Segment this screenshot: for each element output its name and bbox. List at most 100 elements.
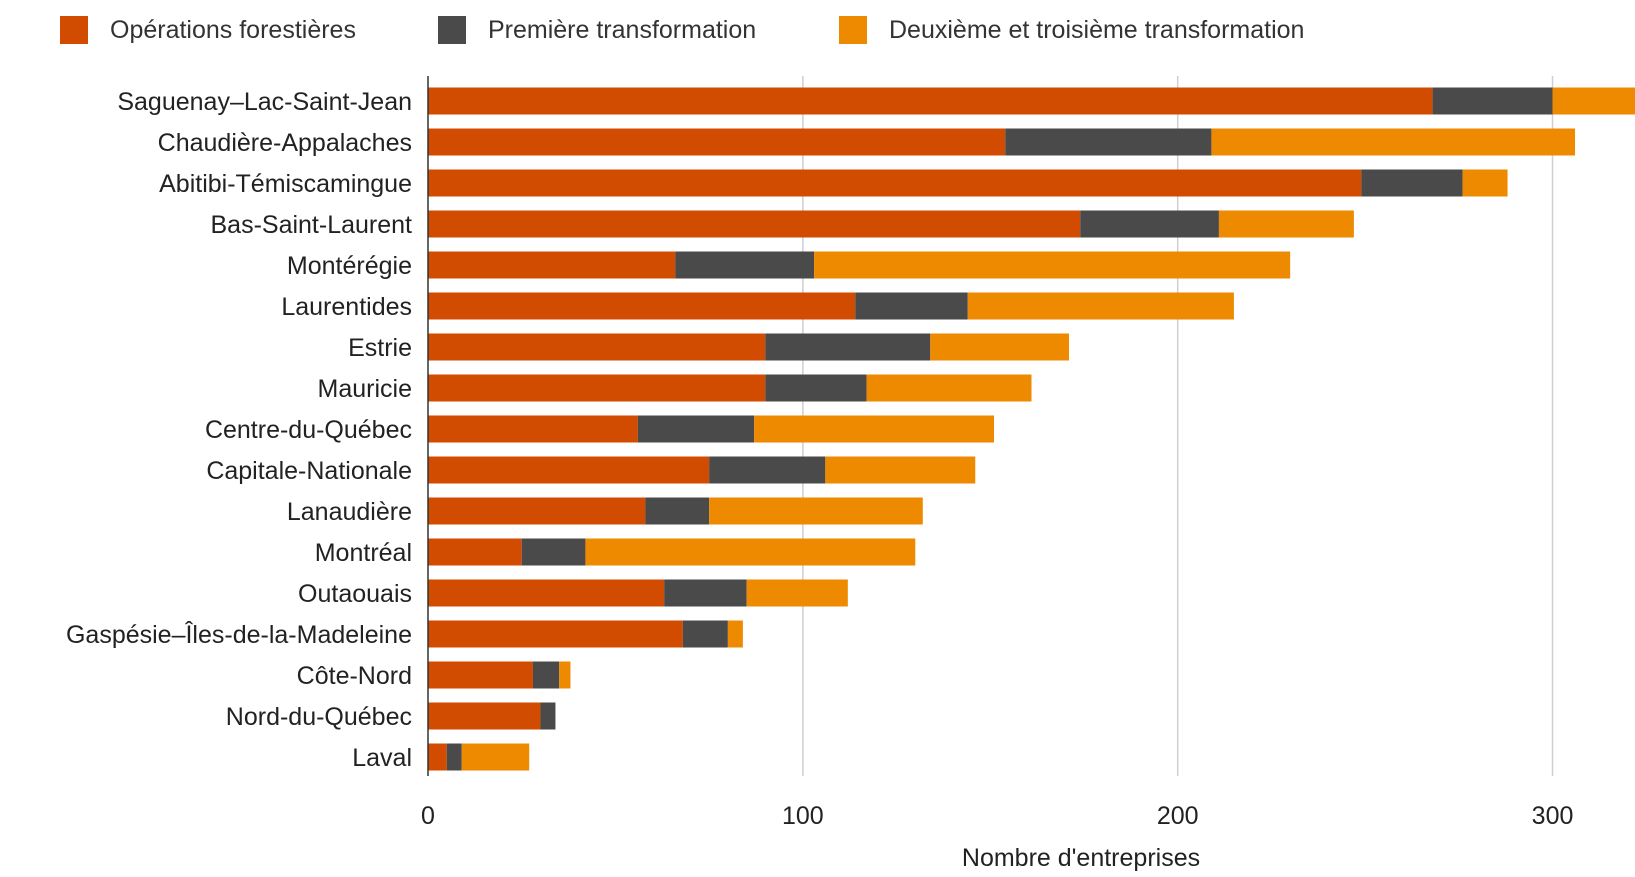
bar-group-gaspesie-iles-de-la-madeleine [428, 620, 743, 648]
bar-lanaudiere-premiere-transformation [645, 497, 710, 525]
y-tick-label-nord-du-quebec: Nord-du-Québec [226, 703, 412, 731]
bar-capitale-nationale-premiere-transformation [709, 456, 826, 484]
bar-cote-nord-premiere-transformation [532, 661, 560, 689]
y-tick-label-laval: Laval [352, 744, 412, 772]
bar-saguenay-lac-saint-jean-deuxieme-et-troisieme-transformation [1552, 87, 1635, 115]
bar-montreal-operations-forestieres [428, 538, 522, 566]
bar-nord-du-quebec-premiere-transformation [540, 702, 556, 730]
y-tick-label-laurentides: Laurentides [281, 293, 412, 321]
bar-montreal-deuxieme-et-troisieme-transformation [585, 538, 916, 566]
bar-mauricie-operations-forestieres [428, 374, 766, 402]
bar-mauricie-premiere-transformation [765, 374, 867, 402]
bar-chaudiere-appalaches-deuxieme-et-troisieme-transformation [1211, 128, 1576, 156]
bar-montreal-premiere-transformation [521, 538, 586, 566]
y-tick-label-monteregie: Montérégie [287, 252, 412, 280]
x-axis-title: Nombre d'entreprises [962, 844, 1200, 872]
bar-nord-du-quebec-operations-forestieres [428, 702, 541, 730]
bar-estrie-deuxieme-et-troisieme-transformation [930, 333, 1069, 361]
y-tick-label-montreal: Montréal [315, 539, 412, 567]
bar-chaudiere-appalaches-operations-forestieres [428, 128, 1006, 156]
bar-group-saguenay-lac-saint-jean [428, 87, 1635, 115]
bar-cote-nord-deuxieme-et-troisieme-transformation [559, 661, 571, 689]
bar-gaspesie-iles-de-la-madeleine-deuxieme-et-troisieme-transformation [727, 620, 743, 648]
bar-centre-du-quebec-operations-forestieres [428, 415, 638, 443]
y-tick-label-centre-du-quebec: Centre-du-Québec [205, 416, 412, 444]
y-tick-label-chaudiere-appalaches: Chaudière-Appalaches [158, 129, 412, 157]
bar-outaouais-deuxieme-et-troisieme-transformation [746, 579, 848, 607]
legend-swatch-operations-forestieres [60, 16, 88, 44]
bar-group-laval [428, 743, 530, 771]
bar-centre-du-quebec-deuxieme-et-troisieme-transformation [754, 415, 995, 443]
bar-group-montreal [428, 538, 916, 566]
bar-estrie-operations-forestieres [428, 333, 766, 361]
bar-group-nord-du-quebec [428, 702, 556, 730]
bar-laurentides-operations-forestieres [428, 292, 856, 320]
legend-swatch-deuxieme-et-troisieme-transformation [839, 16, 867, 44]
bar-group-estrie [428, 333, 1069, 361]
bar-cote-nord-operations-forestieres [428, 661, 533, 689]
legend-label-deuxieme-et-troisieme-transformation: Deuxième et troisième transformation [889, 16, 1304, 44]
y-tick-label-capitale-nationale: Capitale-Nationale [206, 457, 412, 485]
bar-mauricie-deuxieme-et-troisieme-transformation [866, 374, 1032, 402]
bars [428, 87, 1635, 771]
bar-group-chaudiere-appalaches [428, 128, 1576, 156]
bar-laval-operations-forestieres [428, 743, 447, 771]
bar-centre-du-quebec-premiere-transformation [637, 415, 755, 443]
bar-abitibi-temiscamingue-operations-forestieres [428, 169, 1362, 197]
bar-bas-saint-laurent-deuxieme-et-troisieme-transformation [1218, 210, 1354, 238]
bar-group-lanaudiere [428, 497, 923, 525]
bar-monteregie-operations-forestieres [428, 251, 676, 279]
y-tick-label-cote-nord: Côte-Nord [297, 662, 412, 690]
legend-swatch-premiere-transformation [438, 16, 466, 44]
bar-laval-premiere-transformation [446, 743, 462, 771]
bar-group-laurentides [428, 292, 1234, 320]
bar-lanaudiere-deuxieme-et-troisieme-transformation [709, 497, 923, 525]
legend: Opérations forestières Première transform… [60, 16, 1304, 44]
bar-group-outaouais [428, 579, 848, 607]
bar-group-centre-du-quebec [428, 415, 995, 443]
bar-estrie-premiere-transformation [765, 333, 931, 361]
bar-group-capitale-nationale [428, 456, 976, 484]
bar-group-monteregie [428, 251, 1291, 279]
y-tick-label-mauricie: Mauricie [318, 375, 412, 403]
bar-laurentides-deuxieme-et-troisieme-transformation [967, 292, 1234, 320]
y-tick-label-saguenay-lac-saint-jean: Saguenay–Lac-Saint-Jean [117, 88, 412, 116]
legend-label-premiere-transformation: Première transformation [488, 16, 756, 44]
bar-outaouais-premiere-transformation [664, 579, 747, 607]
bar-lanaudiere-operations-forestieres [428, 497, 646, 525]
bar-laurentides-premiere-transformation [855, 292, 968, 320]
bar-saguenay-lac-saint-jean-operations-forestieres [428, 87, 1433, 115]
bar-group-abitibi-temiscamingue [428, 169, 1508, 197]
bar-capitale-nationale-deuxieme-et-troisieme-transformation [825, 456, 976, 484]
bar-monteregie-premiere-transformation [675, 251, 815, 279]
bar-chaudiere-appalaches-premiere-transformation [1005, 128, 1212, 156]
x-tick-label-300: 300 [1532, 802, 1574, 830]
bar-group-mauricie [428, 374, 1032, 402]
y-tick-label-estrie: Estrie [348, 334, 412, 362]
bar-saguenay-lac-saint-jean-premiere-transformation [1432, 87, 1553, 115]
bar-outaouais-operations-forestieres [428, 579, 665, 607]
y-tick-label-outaouais: Outaouais [298, 580, 412, 608]
bar-group-cote-nord [428, 661, 571, 689]
bar-abitibi-temiscamingue-deuxieme-et-troisieme-transformation [1462, 169, 1508, 197]
x-tick-label-100: 100 [782, 802, 824, 830]
y-tick-label-bas-saint-laurent: Bas-Saint-Laurent [210, 211, 412, 239]
bar-gaspesie-iles-de-la-madeleine-operations-forestieres [428, 620, 683, 648]
bar-group-bas-saint-laurent [428, 210, 1354, 238]
axes: Saguenay–Lac-Saint-Jean Chaudière-Appalac… [66, 76, 1573, 830]
legend-label-operations-forestieres: Opérations forestières [110, 16, 356, 44]
bar-gaspesie-iles-de-la-madeleine-premiere-transformation [682, 620, 728, 648]
bar-laval-deuxieme-et-troisieme-transformation [461, 743, 530, 771]
y-tick-label-gaspesie-iles-de-la-madeleine: Gaspésie–Îles-de-la-Madeleine [66, 620, 412, 649]
bar-monteregie-deuxieme-et-troisieme-transformation [814, 251, 1291, 279]
y-tick-label-abitibi-temiscamingue: Abitibi-Témiscamingue [159, 170, 412, 198]
y-tick-label-lanaudiere: Lanaudière [287, 498, 412, 526]
bar-bas-saint-laurent-premiere-transformation [1080, 210, 1219, 238]
bar-capitale-nationale-operations-forestieres [428, 456, 710, 484]
x-tick-label-0: 0 [421, 802, 435, 830]
x-tick-label-200: 200 [1157, 802, 1199, 830]
bar-bas-saint-laurent-operations-forestieres [428, 210, 1081, 238]
bar-abitibi-temiscamingue-premiere-transformation [1361, 169, 1463, 197]
